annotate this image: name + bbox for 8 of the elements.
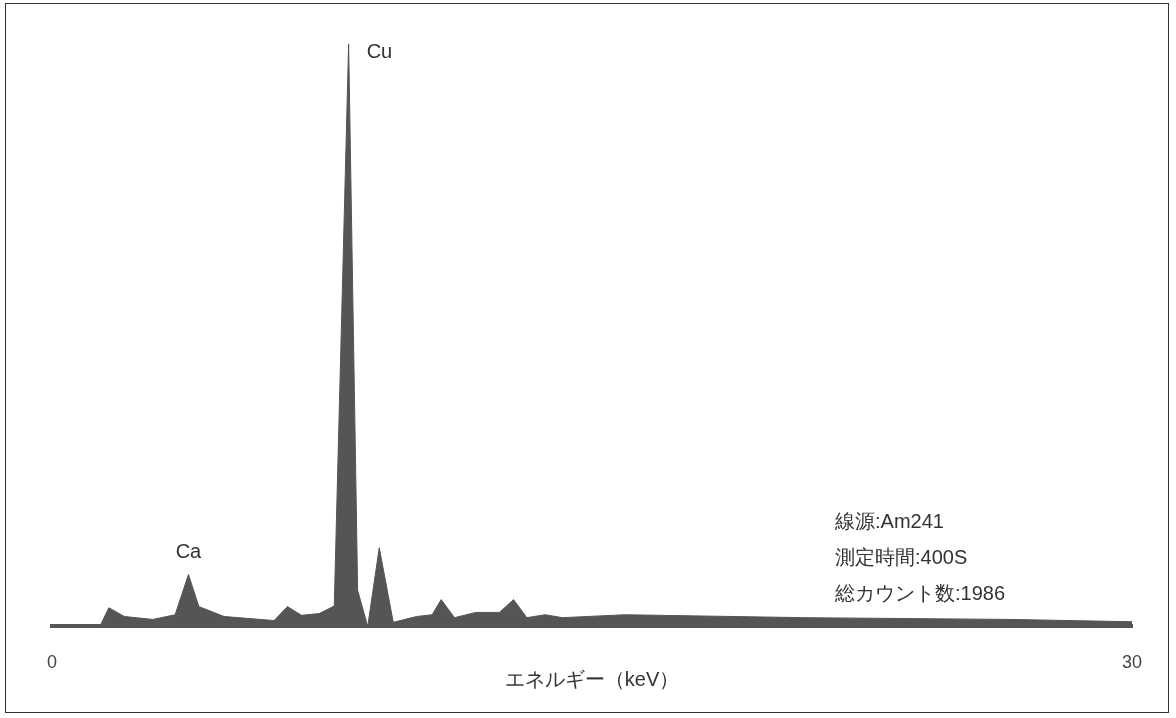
annotation: 総カウント数:1986 — [834, 581, 1006, 604]
annotation: 測定時間:400S — [835, 545, 968, 568]
annotation: Cu — [366, 39, 393, 62]
annotation: Ca — [175, 540, 203, 563]
x-axis-title: エネルギー（keV） — [504, 667, 680, 690]
annotation: 線源:Am241 — [834, 509, 944, 532]
x-tick-label: 0 — [46, 652, 58, 673]
x-tick-label: 30 — [1121, 652, 1143, 673]
